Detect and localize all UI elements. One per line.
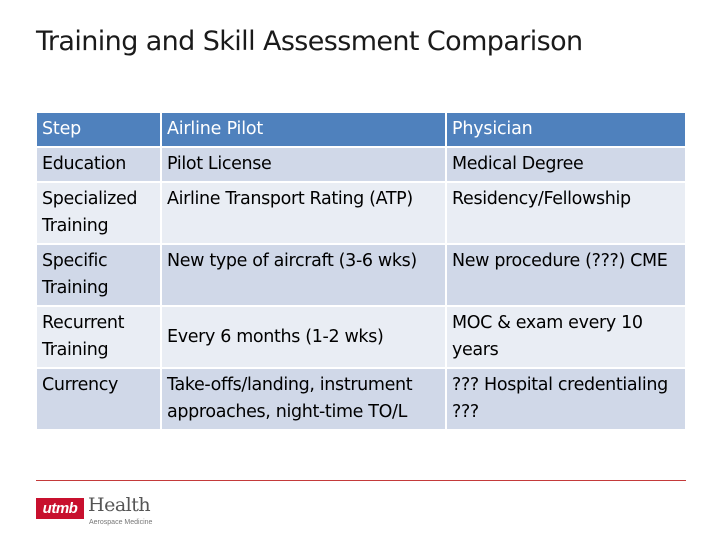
table-row: Specific Training New type of aircraft (… <box>35 243 687 307</box>
table-header-row: Step Airline Pilot Physician <box>35 111 687 148</box>
table-row: Specialized Training Airline Transport R… <box>35 181 687 245</box>
comparison-table: Step Airline Pilot Physician Education P… <box>35 111 687 431</box>
cell-pilot: Pilot License <box>160 146 447 183</box>
cell-pilot: New type of aircraft (3-6 wks) <box>160 243 447 307</box>
cell-physician: Residency/Fellowship <box>445 181 687 245</box>
utmb-health-logo: utmb Health Aerospace Medicine <box>36 492 176 532</box>
table-row: Education Pilot License Medical Degree <box>35 146 687 183</box>
cell-pilot: Take-offs/landing, instrument approaches… <box>160 367 447 431</box>
logo-subtitle: Aerospace Medicine <box>89 519 153 526</box>
slide-title: Training and Skill Assessment Comparison <box>36 26 583 57</box>
header-airline-pilot: Airline Pilot <box>160 111 447 148</box>
table-row: Currency Take-offs/landing, instrument a… <box>35 367 687 431</box>
cell-pilot: Airline Transport Rating (ATP) <box>160 181 447 245</box>
cell-step: Specialized Training <box>35 181 162 245</box>
cell-physician: MOC & exam every 10 years <box>445 305 687 369</box>
cell-physician: New procedure (???) CME <box>445 243 687 307</box>
cell-step: Specific Training <box>35 243 162 307</box>
footer-divider <box>36 480 686 481</box>
cell-pilot: Every 6 months (1-2 wks) <box>160 305 447 369</box>
header-step: Step <box>35 111 162 148</box>
cell-physician: Medical Degree <box>445 146 687 183</box>
cell-physician: ??? Hospital credentialing ??? <box>445 367 687 431</box>
cell-step: Education <box>35 146 162 183</box>
header-physician: Physician <box>445 111 687 148</box>
cell-step: Currency <box>35 367 162 431</box>
cell-step: Recurrent Training <box>35 305 162 369</box>
utmb-logo-mark: utmb <box>36 498 84 519</box>
table-row: Recurrent Training Every 6 months (1-2 w… <box>35 305 687 369</box>
logo-health-word: Health <box>88 494 151 516</box>
